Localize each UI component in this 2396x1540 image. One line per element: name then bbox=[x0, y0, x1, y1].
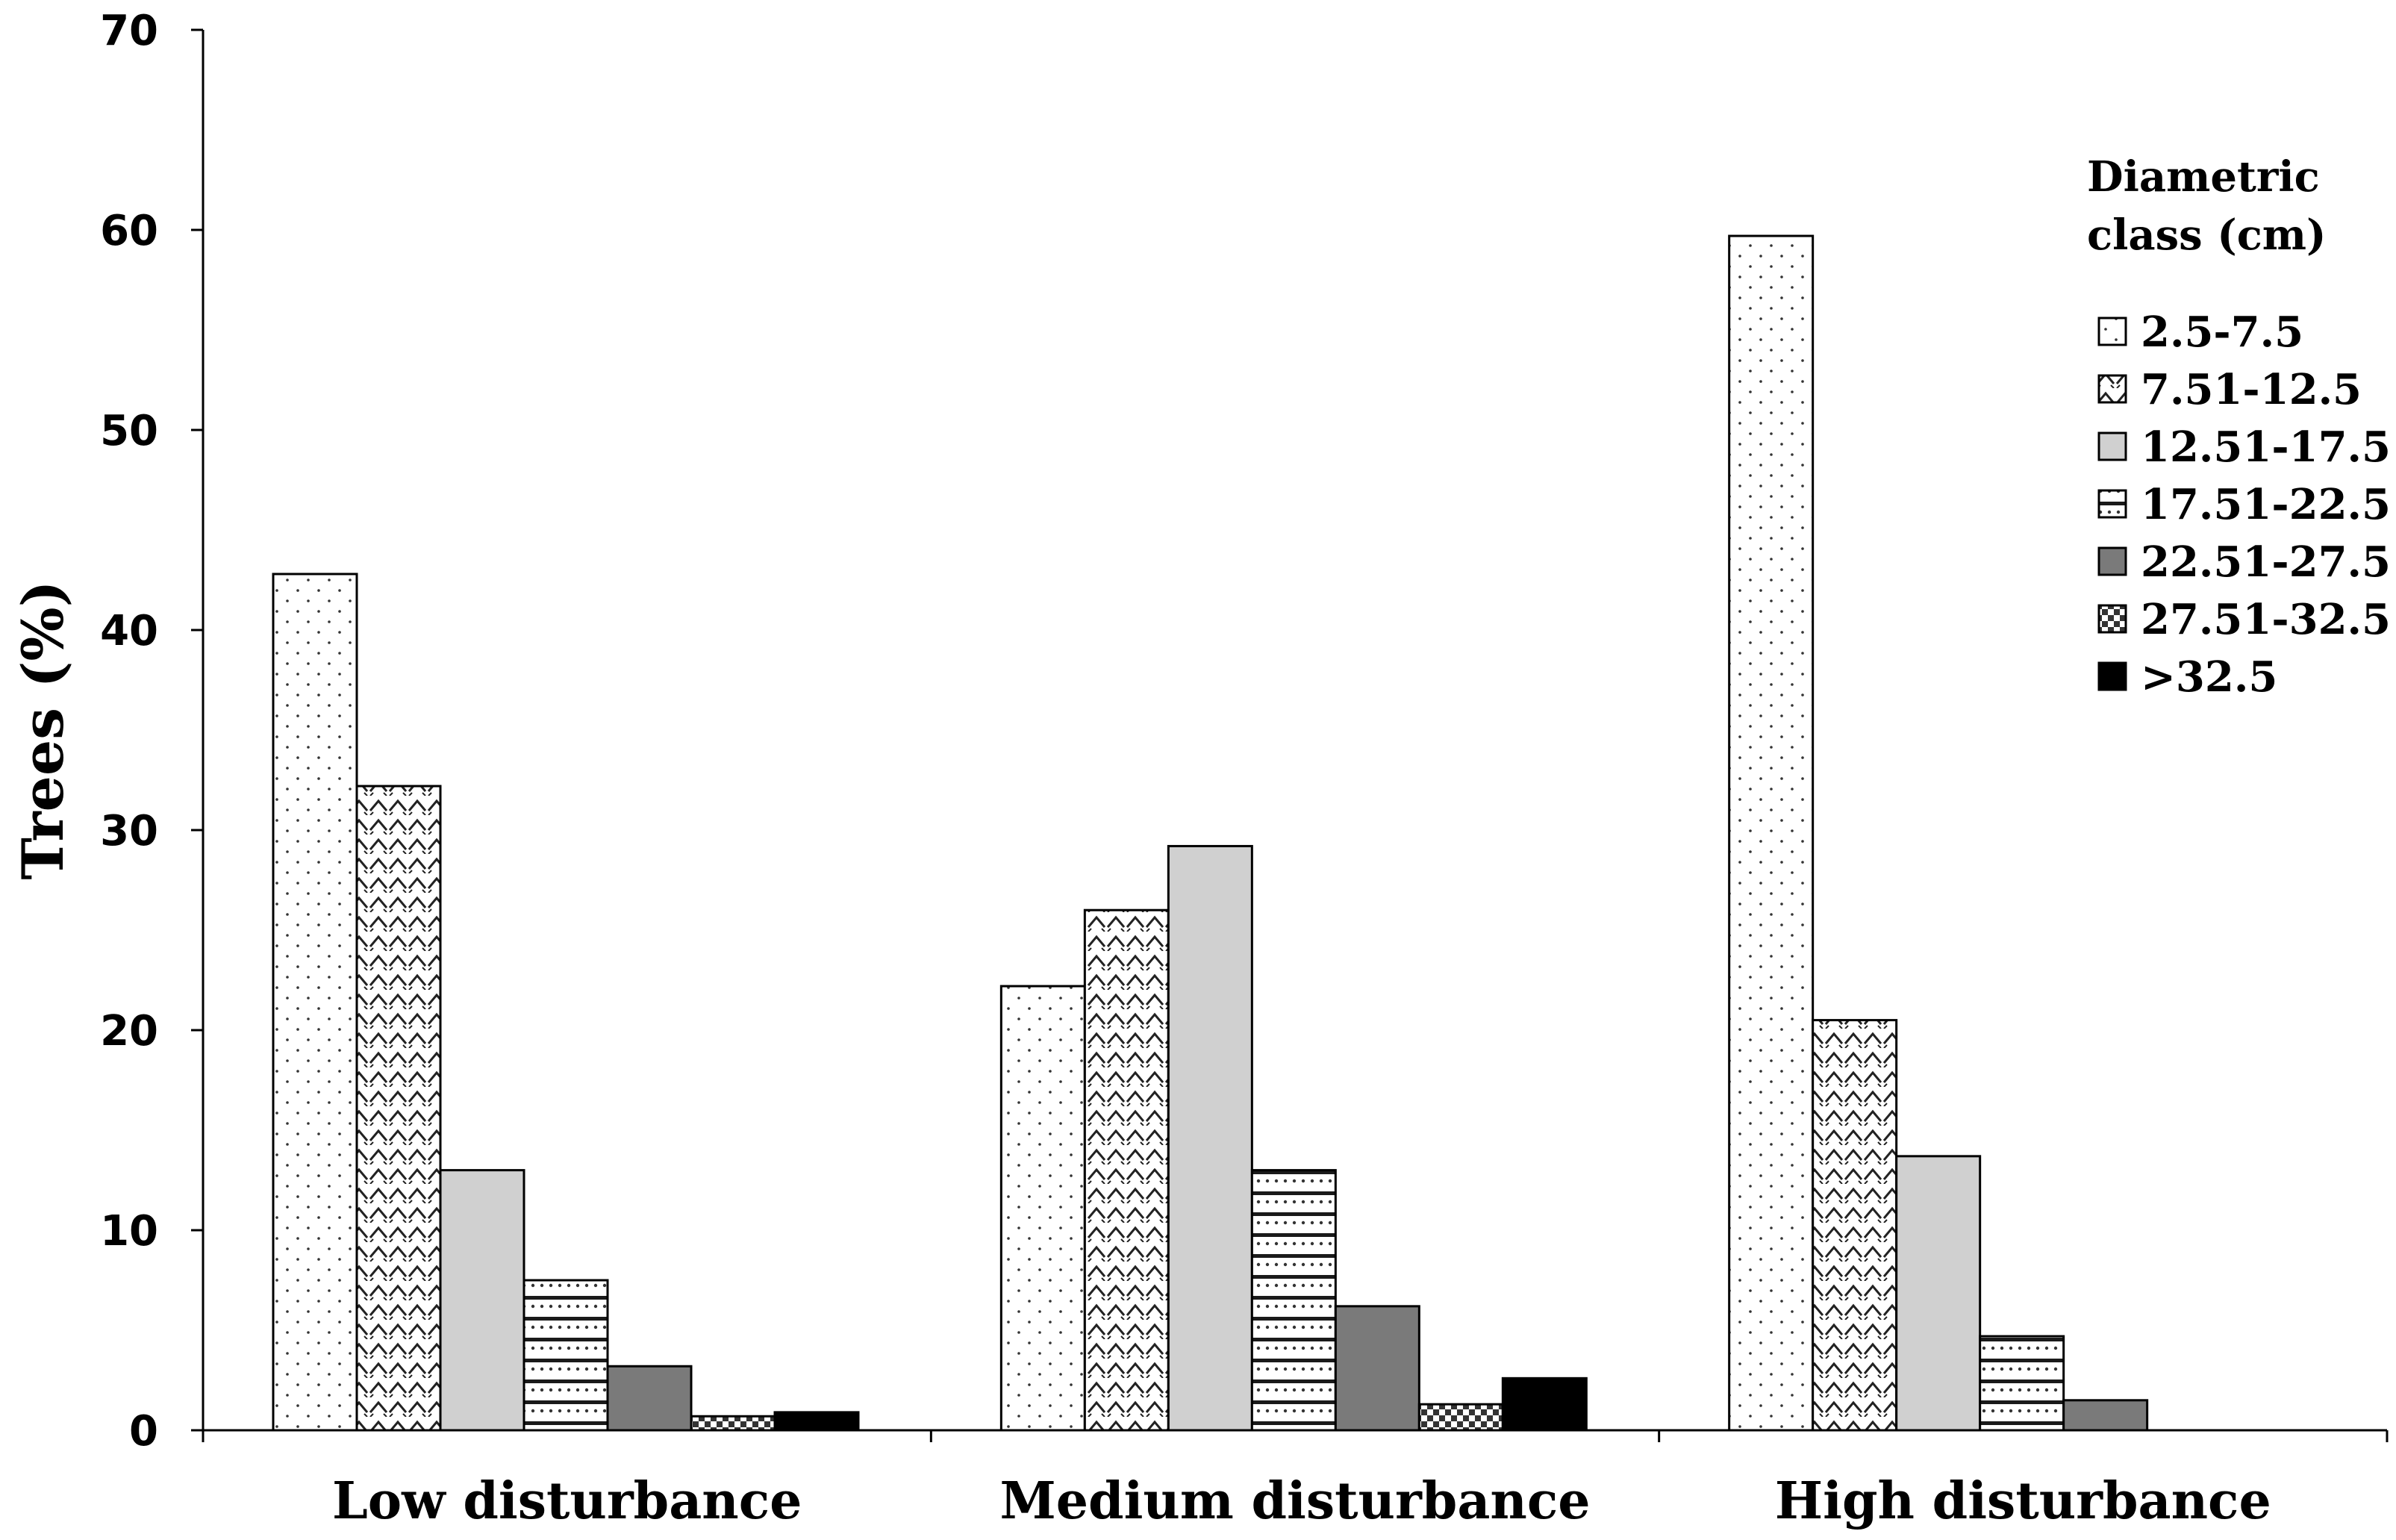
bar-low-disturbance-22.51-27.5 bbox=[606, 1365, 693, 1432]
legend-swatch bbox=[2097, 317, 2127, 346]
y-tick-label: 70 bbox=[100, 7, 158, 55]
legend-swatch bbox=[2097, 374, 2127, 404]
bar-medium-disturbance-7.51-12.5 bbox=[1083, 908, 1170, 1432]
legend: Diametric class (cm) 2.5-7.5 7.51-12.5 12.51… bbox=[2087, 152, 2391, 702]
legend-swatch bbox=[2097, 431, 2127, 461]
y-tick-label: 30 bbox=[100, 807, 158, 855]
legend-label: 27.51-32.5 bbox=[2141, 595, 2391, 644]
legend-swatch bbox=[2097, 546, 2127, 576]
legend-swatch bbox=[2097, 661, 2127, 691]
legend-swatch bbox=[2097, 489, 2127, 519]
y-tick-label: 20 bbox=[100, 1007, 158, 1056]
x-category-label: Low disturbance bbox=[332, 1471, 802, 1531]
bar-low-disturbance-12.51-17.5 bbox=[439, 1169, 525, 1432]
legend-label: >32.5 bbox=[2141, 652, 2277, 702]
bar-high-disturbance-2.5-7.5 bbox=[1728, 234, 1815, 1432]
bar-low-disturbance--32.5 bbox=[773, 1411, 860, 1432]
y-tick-label: 0 bbox=[129, 1407, 158, 1456]
bar-medium-disturbance-2.5-7.5 bbox=[999, 985, 1086, 1432]
legend-label: 7.51-12.5 bbox=[2141, 365, 2362, 414]
x-category-label: Medium disturbance bbox=[999, 1471, 1590, 1531]
legend-label: 2.5-7.5 bbox=[2141, 308, 2303, 357]
bar-medium-disturbance-17.51-22.5 bbox=[1250, 1169, 1337, 1432]
bar-low-disturbance-27.51-32.5 bbox=[690, 1415, 776, 1432]
bar-low-disturbance-7.51-12.5 bbox=[355, 785, 442, 1432]
y-axis-title: Trees (%) bbox=[10, 580, 76, 879]
bars bbox=[272, 234, 2149, 1432]
bar-high-disturbance-7.51-12.5 bbox=[1812, 1019, 1898, 1432]
bar-low-disturbance-17.51-22.5 bbox=[522, 1279, 609, 1432]
bar-medium-disturbance-12.51-17.5 bbox=[1167, 844, 1253, 1432]
bar-high-disturbance-17.51-22.5 bbox=[1979, 1335, 2065, 1432]
legend-label: 12.51-17.5 bbox=[2141, 423, 2391, 472]
legend-label: 22.51-27.5 bbox=[2141, 537, 2391, 587]
legend-label: 17.51-22.5 bbox=[2141, 480, 2391, 529]
bar-medium-disturbance-22.51-27.5 bbox=[1334, 1305, 1420, 1432]
bar-high-disturbance-12.51-17.5 bbox=[1895, 1155, 1982, 1432]
x-category-label: High disturbance bbox=[1775, 1471, 2271, 1531]
bar-low-disturbance-2.5-7.5 bbox=[272, 573, 358, 1432]
axis-labels: Trees (%) Low disturbance Medium disturban… bbox=[10, 580, 2271, 1531]
bar-medium-disturbance--32.5 bbox=[1501, 1377, 1588, 1432]
bar-high-disturbance-22.51-27.5 bbox=[2062, 1399, 2149, 1432]
y-tick-label: 10 bbox=[100, 1207, 158, 1256]
y-tick-label: 50 bbox=[100, 407, 158, 455]
legend-title: Diametric bbox=[2087, 152, 2320, 202]
legend-swatch bbox=[2097, 604, 2127, 634]
y-tick-label: 40 bbox=[100, 607, 158, 655]
bar-medium-disturbance-27.51-32.5 bbox=[1417, 1403, 1504, 1432]
y-tick-label: 60 bbox=[100, 207, 158, 255]
legend-title: class (cm) bbox=[2087, 211, 2327, 260]
